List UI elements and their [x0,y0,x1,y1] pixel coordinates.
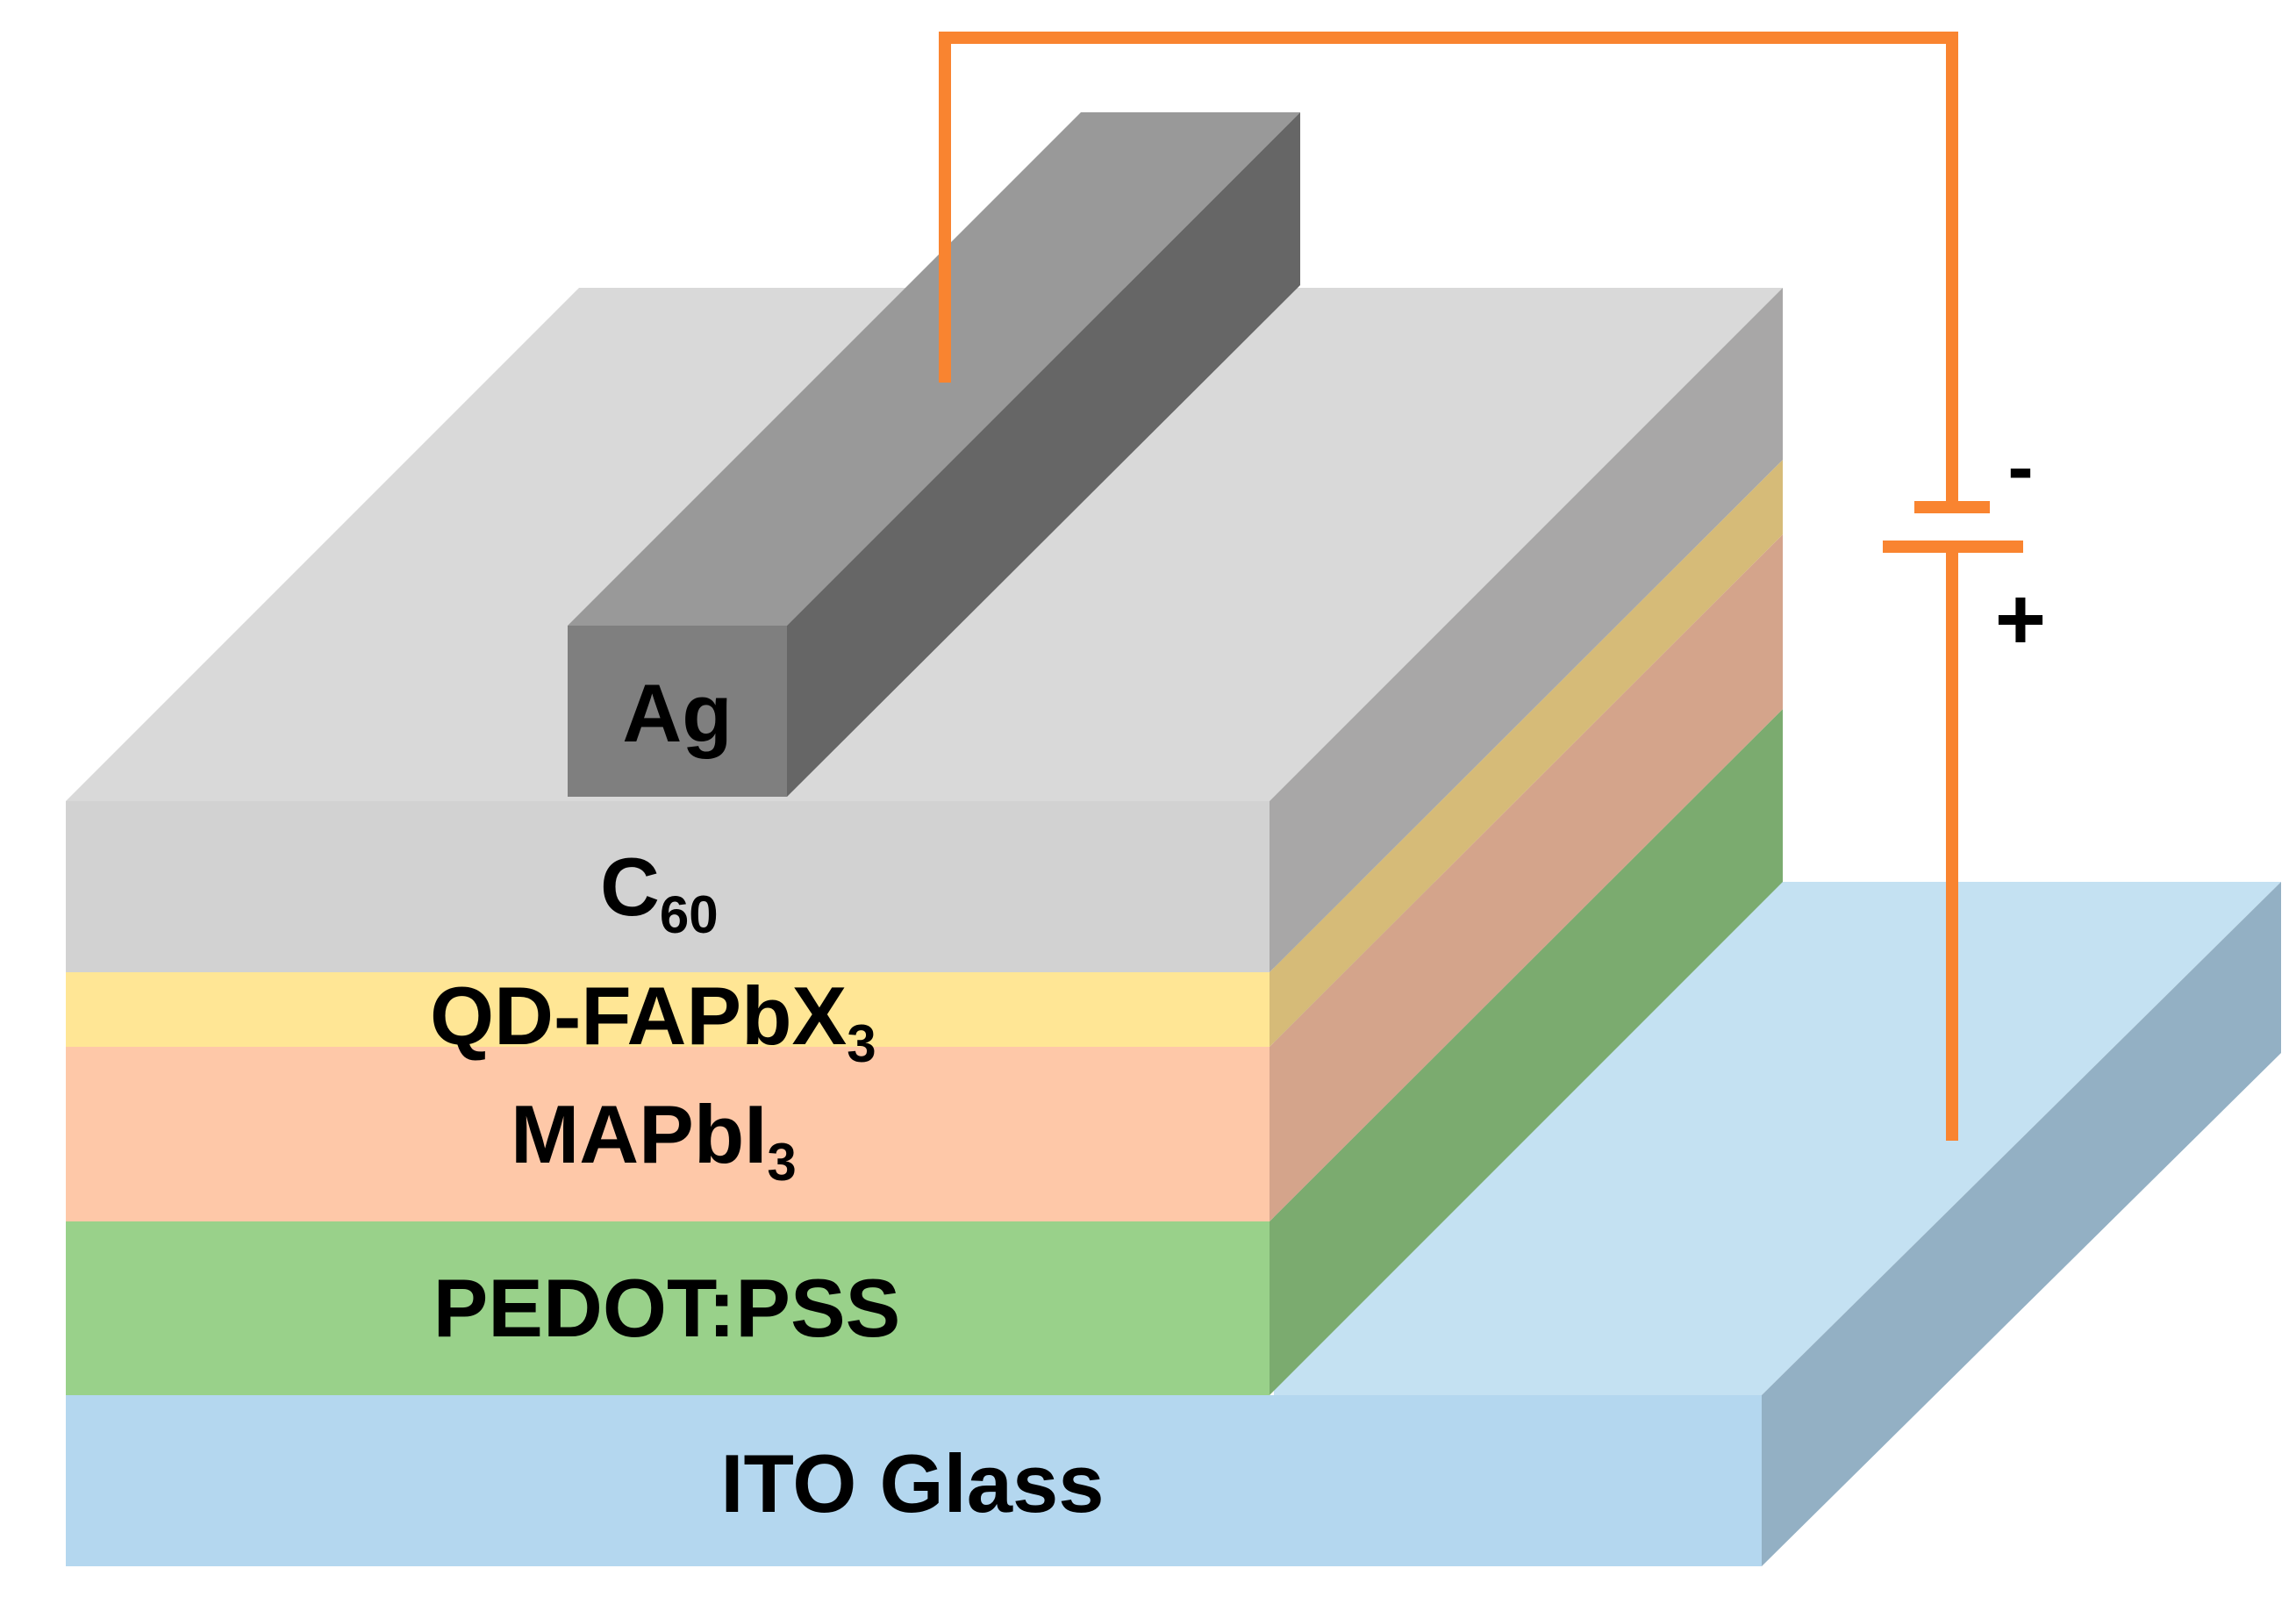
c60-label-main: C [600,841,660,933]
mapbi3-label-subscript: 3 [767,1133,796,1192]
circuit [939,32,2023,1141]
ag-electrode [568,112,1300,797]
qd-fapbx3-front [66,972,1270,1047]
mapbi3-side [1270,534,1783,1221]
mapbi3-label: MAPbI3 [511,1088,797,1192]
qd-fapbx3-label-subscript: 3 [847,1014,876,1073]
c60-side [1270,288,1783,972]
c60-front [66,801,1270,972]
circuit-wire-top [939,32,1958,502]
mapbi3-label-main: MAPbI [511,1088,767,1180]
c60-label-subscript: 60 [660,885,719,944]
ag-electrode-top [568,112,1300,626]
pedot-pss-side [1270,709,1783,1395]
ag-electrode-front [568,626,787,797]
ito-glass-label: ITO Glass [720,1437,1104,1529]
mapbi3-front [66,1047,1270,1221]
mapbi3-layer [66,534,1783,1221]
battery-minus-sign: - [2007,423,2033,510]
battery-plus-sign: + [1995,570,2046,669]
ito-glass-side [1762,882,2281,1566]
pedot-pss-front [66,1221,1270,1395]
c60-label: C60 [600,841,719,944]
qd-fapbx3-label-main: QD-FAPbX [430,970,847,1062]
qd-fapbx3-layer [66,460,1783,1047]
ag-label: Ag [622,667,732,759]
pedot-pss-layer [66,709,1783,1395]
qd-fapbx3-side [1270,460,1783,1047]
qd-fapbx3-label: QD-FAPbX3 [430,970,876,1073]
pedot-pss-label: PEDOT:PSS [433,1262,901,1354]
ag-electrode-side [787,112,1300,797]
ito-glass-front [66,1395,1762,1566]
